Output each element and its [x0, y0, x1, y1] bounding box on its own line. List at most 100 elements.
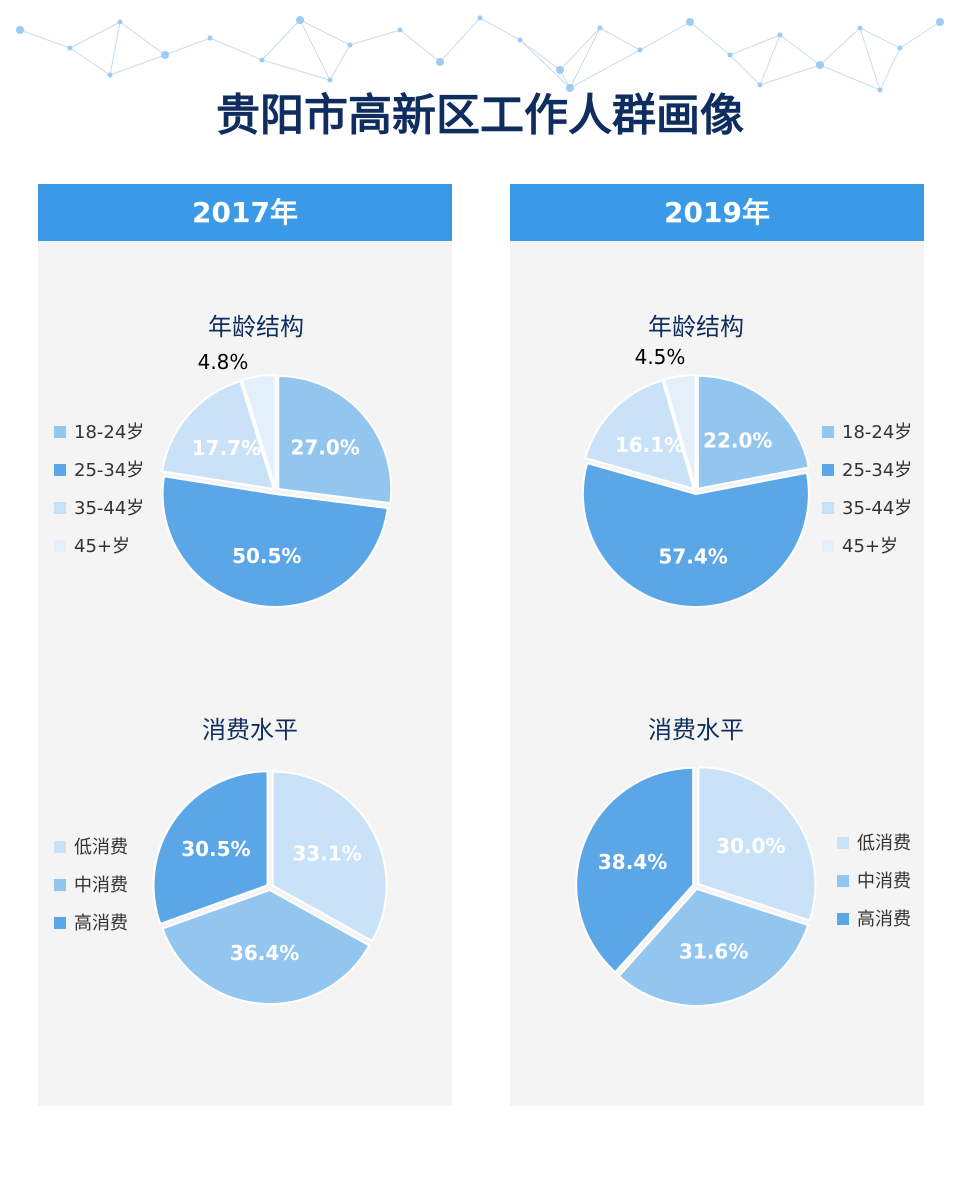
- legend-item: 25-34岁: [822, 460, 912, 481]
- network-node: [327, 77, 333, 83]
- legend-label: 18-24岁: [74, 422, 144, 443]
- network-node: [877, 87, 883, 93]
- network-node: [897, 45, 903, 51]
- legend-label: 18-24岁: [842, 422, 912, 443]
- legend-swatch: [54, 841, 66, 853]
- network-link: [519, 39, 571, 89]
- legend-label: 25-34岁: [74, 460, 144, 481]
- legend-swatch: [822, 502, 834, 514]
- network-link: [261, 19, 301, 61]
- legend-swatch: [54, 426, 66, 438]
- slice-data-label: 57.4%: [658, 544, 727, 568]
- network-link: [519, 39, 561, 71]
- legend-label: 45+岁: [842, 536, 898, 557]
- pie-slice: [617, 887, 810, 1007]
- network-node: [777, 32, 783, 38]
- pie-slice: [583, 379, 696, 491]
- network-node: [67, 45, 73, 51]
- network-link: [759, 34, 781, 86]
- network-link: [109, 21, 121, 76]
- pie-slice: [575, 766, 695, 974]
- network-link: [299, 19, 351, 46]
- network-link: [879, 47, 901, 91]
- network-node: [556, 66, 564, 74]
- network-link: [859, 27, 881, 91]
- legend-label: 45+岁: [74, 536, 130, 557]
- pie-slice: [161, 888, 371, 1005]
- pie-chart-age-structure: 年龄结构 27.0% 18-24岁 50.5% 25-34岁 17.7% 35-44岁 4.8…: [54, 313, 393, 608]
- legend-item: 45+岁: [54, 536, 130, 557]
- legend-item: 35-44岁: [822, 498, 912, 519]
- legend-item: 高消费: [54, 913, 128, 934]
- network-node: [259, 57, 265, 63]
- legend-swatch: [822, 464, 834, 476]
- network-node: [296, 16, 304, 24]
- network-node: [397, 27, 403, 33]
- legend-item: 高消费: [837, 909, 911, 930]
- slice-data-label: 30.5%: [181, 837, 250, 861]
- network-link: [559, 27, 601, 71]
- legend-label: 低消费: [857, 833, 911, 854]
- slice-data-label: 22.0%: [703, 429, 772, 453]
- chart-title: 消费水平: [202, 716, 298, 744]
- network-link: [899, 21, 941, 49]
- pie-slice: [271, 770, 388, 943]
- network-node: [477, 15, 483, 21]
- network-link: [329, 44, 351, 81]
- pie-slice: [277, 375, 393, 505]
- network-node: [347, 42, 353, 48]
- network-node: [117, 19, 123, 25]
- page-title: 贵阳市高新区工作人群画像: [216, 90, 744, 141]
- pie-slice: [662, 374, 697, 489]
- network-node: [686, 18, 694, 26]
- pie-chart-age-structure: 年龄结构 22.0% 18-24岁 57.4% 25-34岁 16.1% 35-44岁 4.5…: [581, 313, 912, 608]
- pie-chart-consumption-level: 消费水平 30.0% 低消费 31.6% 中消费 38.4% 高消费: [575, 716, 911, 1007]
- slice-data-label: 31.6%: [679, 940, 748, 964]
- network-link: [639, 21, 691, 51]
- network-node: [16, 26, 24, 34]
- network-link: [599, 27, 641, 51]
- network-node: [107, 72, 113, 78]
- legend-item: 低消费: [54, 837, 128, 858]
- legend-swatch: [837, 875, 849, 887]
- network-node: [517, 37, 523, 43]
- pie-slice: [696, 374, 811, 490]
- pie-slice: [240, 374, 277, 489]
- network-node: [936, 18, 944, 26]
- pie-slice: [160, 379, 276, 491]
- legend-item: 25-34岁: [54, 460, 144, 481]
- network-link: [819, 64, 881, 91]
- legend-item: 中消费: [54, 875, 128, 896]
- network-link: [439, 17, 481, 63]
- network-link: [164, 37, 211, 56]
- legend-label: 高消费: [74, 913, 128, 934]
- legend-item: 18-24岁: [822, 422, 912, 443]
- pie-slice: [581, 461, 810, 608]
- network-node: [207, 35, 213, 41]
- panel-2019-charts: 年龄结构 22.0% 18-24岁 57.4% 25-34岁 16.1% 35-44岁 4.5…: [575, 313, 912, 1007]
- pie-chart-consumption-level: 消费水平 33.1% 低消费 36.4% 中消费 30.5% 高消费: [54, 716, 388, 1005]
- network-node: [436, 58, 444, 66]
- pie-slice: [152, 770, 269, 926]
- network-link: [689, 21, 731, 56]
- legend-label: 高消费: [857, 909, 911, 930]
- panel-year-header: 2019年: [510, 184, 924, 241]
- network-background-decoration: [16, 15, 944, 93]
- network-node: [816, 61, 824, 69]
- chart-title: 年龄结构: [648, 313, 744, 341]
- legend-item: 低消费: [837, 833, 911, 854]
- legend-swatch: [54, 917, 66, 929]
- legend-label: 中消费: [74, 875, 128, 896]
- legend-swatch: [54, 879, 66, 891]
- legend-label: 中消费: [857, 871, 911, 892]
- network-link: [299, 19, 331, 81]
- legend-label: 25-34岁: [842, 460, 912, 481]
- network-link: [779, 34, 821, 66]
- slice-data-label: 50.5%: [232, 544, 301, 568]
- legend-swatch: [822, 540, 834, 552]
- network-link: [69, 47, 111, 76]
- panel-2019: 2019年 年龄结构 22.0% 18-24岁 57.4% 25-34岁 16.1% 35-…: [510, 184, 924, 1106]
- legend-label: 35-44岁: [74, 498, 144, 519]
- slice-data-label: 36.4%: [230, 941, 299, 965]
- panel-2017-charts: 年龄结构 27.0% 18-24岁 50.5% 25-34岁 17.7% 35-44岁 4.8…: [54, 313, 393, 1005]
